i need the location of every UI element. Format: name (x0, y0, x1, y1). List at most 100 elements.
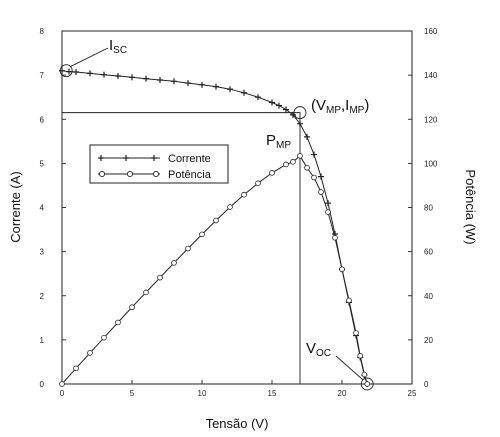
data-point-corrente (304, 133, 310, 140)
isc-leader-line (70, 47, 109, 68)
data-point-corrente (318, 173, 324, 180)
pmp-label: PMP (266, 132, 291, 151)
data-point-potencia (290, 159, 296, 165)
data-point-potencia (255, 180, 261, 187)
data-point-corrente (199, 81, 205, 88)
annotation-pmp: PMP (266, 132, 291, 151)
y2-tick-label: 60 (424, 248, 433, 257)
y2-tick-label: 160 (424, 27, 438, 36)
data-point-potencia (227, 204, 233, 210)
x-tick-label: 10 (198, 389, 207, 398)
y2-axis-label: Potência (W) (463, 169, 478, 244)
data-point-potencia (199, 231, 205, 238)
data-point-corrente (276, 102, 282, 109)
data-point-potencia (364, 381, 371, 387)
data-point-corrente (269, 99, 275, 106)
y2-tick-label: 0 (424, 380, 429, 389)
data-point-potencia (101, 334, 107, 341)
y2-tick-label: 120 (424, 115, 438, 124)
data-point-corrente (171, 78, 177, 85)
data-point-potencia (73, 365, 79, 372)
series-line-potencia (61, 155, 368, 385)
x-tick-label: 25 (408, 389, 417, 398)
isc-marker-circle (59, 64, 73, 78)
legend-swatch-potencia (98, 170, 160, 178)
mpp-marker-circle (293, 106, 307, 120)
data-point-corrente (73, 69, 79, 76)
y2-tick-label: 80 (424, 204, 433, 213)
y2-tick-label: 20 (424, 336, 433, 345)
data-point-potencia (325, 209, 331, 215)
data-point-potencia (318, 189, 324, 195)
series-line-corrente (61, 70, 368, 385)
data-point-potencia (346, 297, 352, 304)
y2-tick-label: 140 (424, 71, 438, 80)
data-point-potencia (115, 319, 121, 326)
y-tick-label: 3 (40, 248, 45, 257)
legend-swatch-corrente (98, 155, 160, 161)
mpp-label: (VMP,IMP) (311, 97, 369, 116)
data-point-potencia (171, 260, 177, 266)
y-tick-label: 5 (40, 159, 45, 168)
y2-tick-label: 40 (424, 292, 433, 301)
data-point-potencia (283, 161, 289, 168)
data-point-potencia (241, 191, 247, 198)
y2-axis-ticks: 0 20 40 60 80 100 120 140 160 (408, 27, 438, 389)
data-point-potencia (357, 352, 364, 359)
x-axis-label: Tensão (V) (206, 416, 269, 431)
y-axis-label: Corrente (A) (8, 171, 23, 243)
legend-label-potencia: Potência (168, 169, 212, 181)
data-point-potencia (304, 164, 310, 171)
y-tick-label: 4 (40, 204, 45, 213)
data-point-corrente (129, 74, 135, 81)
legend-box (89, 144, 229, 184)
voc-label: VOC (306, 340, 331, 359)
data-point-corrente (311, 151, 317, 158)
data-point-potencia (311, 174, 317, 181)
data-point-corrente (213, 83, 219, 90)
data-point-potencia (213, 217, 219, 224)
x-axis-ticks: 0 5 10 15 20 25 (60, 380, 417, 398)
legend: Corrente Potência (89, 144, 229, 184)
data-point-potencia (332, 234, 338, 241)
plot-area-frame (61, 30, 413, 385)
series-markers-potencia (59, 153, 371, 387)
y-tick-label: 6 (40, 115, 45, 124)
annotation-mpp: (VMP,IMP) (293, 97, 369, 120)
isc-label: ISC (109, 37, 127, 56)
data-point-corrente (157, 76, 163, 83)
y-axis-ticks: 0 1 2 3 4 5 6 7 8 (40, 27, 66, 389)
data-point-corrente (227, 86, 233, 93)
y-tick-label: 2 (40, 292, 45, 301)
data-point-corrente (101, 71, 107, 78)
data-point-corrente (115, 73, 121, 80)
y-tick-label: 8 (40, 27, 45, 36)
legend-label-corrente: Corrente (168, 153, 211, 165)
mpp-guide-lines (62, 112, 301, 384)
x-tick-label: 15 (268, 389, 277, 398)
annotation-isc: ISC (59, 37, 127, 78)
y-tick-label: 7 (40, 71, 45, 80)
y2-tick-label: 100 (424, 159, 438, 168)
data-point-potencia (185, 245, 191, 252)
data-point-potencia (143, 289, 149, 296)
data-point-corrente (185, 80, 191, 87)
data-point-corrente (297, 120, 303, 127)
data-point-corrente (290, 111, 296, 118)
data-point-corrente (143, 75, 149, 82)
data-point-corrente (283, 106, 289, 113)
data-point-potencia (129, 304, 135, 311)
data-point-corrente (66, 68, 72, 75)
data-point-potencia (297, 153, 303, 159)
data-point-corrente (241, 89, 247, 96)
data-point-potencia (361, 371, 368, 378)
y-tick-label: 1 (40, 336, 45, 345)
data-point-potencia (353, 330, 359, 336)
voc-leader-line (335, 355, 364, 381)
y-tick-label: 0 (40, 380, 45, 389)
data-point-potencia (59, 381, 65, 387)
data-point-potencia (157, 274, 163, 281)
voc-marker-circle (360, 377, 374, 391)
data-point-corrente (87, 70, 93, 77)
